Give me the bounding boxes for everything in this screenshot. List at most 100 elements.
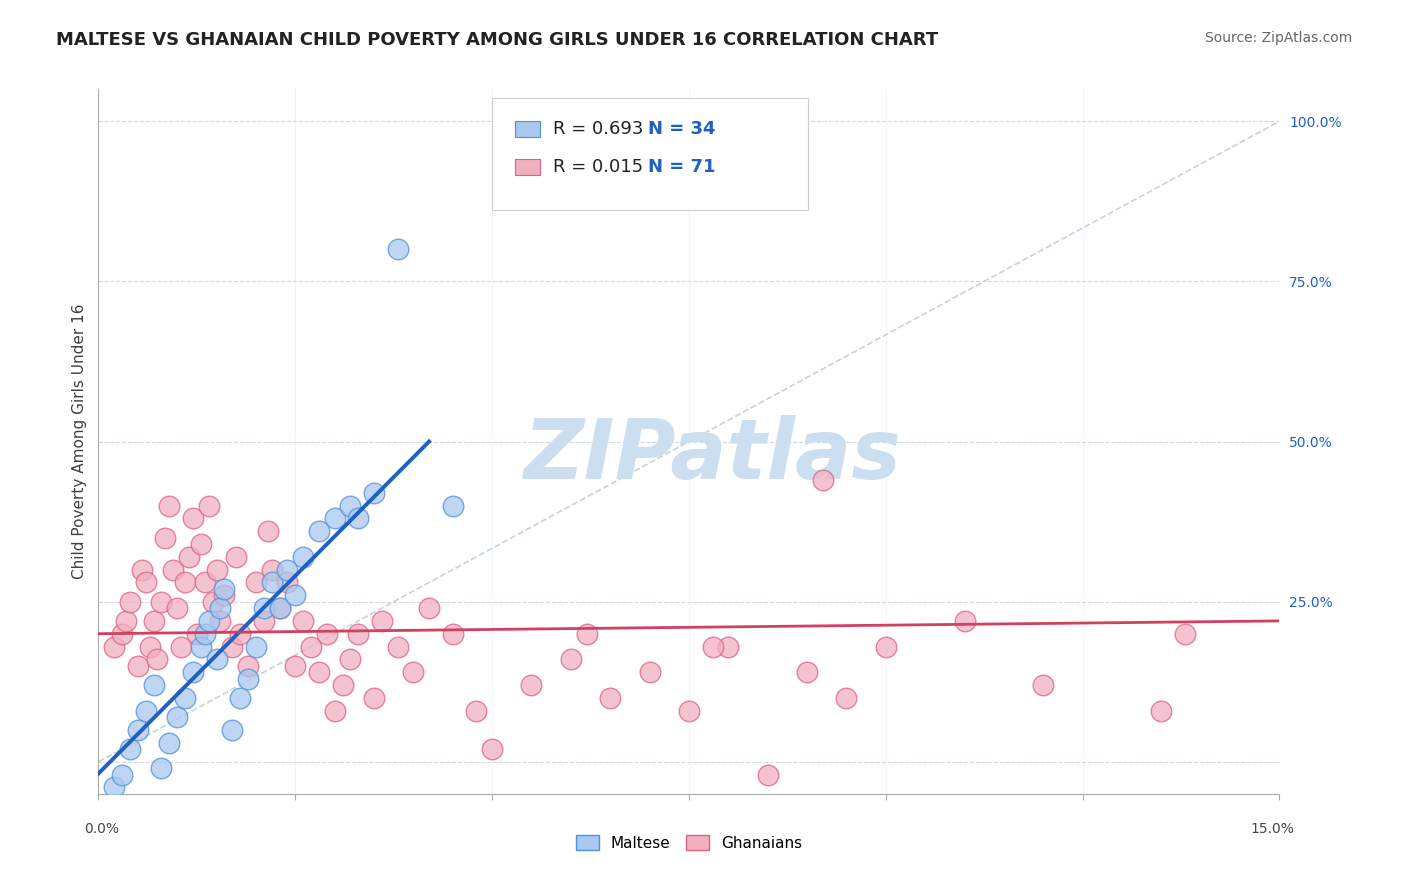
Point bbox=[347, 511, 370, 525]
Point bbox=[142, 678, 165, 692]
Point bbox=[236, 672, 259, 686]
Point bbox=[135, 704, 157, 718]
Point bbox=[118, 595, 141, 609]
Point bbox=[363, 485, 385, 500]
Point bbox=[332, 678, 354, 692]
Point bbox=[260, 563, 283, 577]
Point bbox=[118, 742, 141, 756]
Point bbox=[441, 499, 464, 513]
Point bbox=[292, 614, 315, 628]
Point bbox=[209, 614, 232, 628]
Point bbox=[520, 678, 543, 692]
Point bbox=[225, 549, 247, 564]
Point bbox=[953, 614, 976, 628]
Point bbox=[229, 690, 252, 705]
Point bbox=[315, 626, 337, 640]
Point bbox=[756, 767, 779, 781]
Point bbox=[174, 575, 197, 590]
Text: R = 0.693: R = 0.693 bbox=[553, 120, 643, 138]
Text: N = 71: N = 71 bbox=[648, 158, 716, 176]
Point bbox=[835, 690, 858, 705]
Point bbox=[363, 690, 385, 705]
Point bbox=[1032, 678, 1054, 692]
Point bbox=[181, 665, 204, 680]
Point bbox=[181, 511, 204, 525]
Point bbox=[111, 767, 134, 781]
Point bbox=[205, 563, 228, 577]
Point bbox=[323, 511, 346, 525]
Point bbox=[209, 601, 232, 615]
Point bbox=[418, 601, 440, 615]
Point bbox=[103, 780, 125, 795]
Point bbox=[190, 640, 212, 654]
Point bbox=[205, 652, 228, 666]
Point bbox=[166, 710, 188, 724]
Point bbox=[811, 473, 834, 487]
Point bbox=[1174, 626, 1197, 640]
Point bbox=[253, 601, 276, 615]
Point bbox=[194, 575, 217, 590]
Text: Source: ZipAtlas.com: Source: ZipAtlas.com bbox=[1205, 31, 1353, 45]
Point bbox=[260, 575, 283, 590]
Point bbox=[157, 499, 180, 513]
Point bbox=[269, 601, 291, 615]
Point bbox=[135, 575, 157, 590]
Point bbox=[157, 736, 180, 750]
Text: MALTESE VS GHANAIAN CHILD POVERTY AMONG GIRLS UNDER 16 CORRELATION CHART: MALTESE VS GHANAIAN CHILD POVERTY AMONG … bbox=[56, 31, 938, 49]
Point bbox=[221, 723, 243, 737]
Point bbox=[253, 614, 276, 628]
Point bbox=[347, 626, 370, 640]
Point bbox=[323, 704, 346, 718]
Point bbox=[465, 704, 488, 718]
Point bbox=[402, 665, 425, 680]
Text: 15.0%: 15.0% bbox=[1250, 822, 1295, 836]
Point bbox=[575, 626, 598, 640]
Point bbox=[560, 652, 582, 666]
Point bbox=[146, 652, 169, 666]
Point bbox=[201, 595, 224, 609]
Point bbox=[138, 640, 160, 654]
Point bbox=[150, 761, 173, 775]
Point bbox=[214, 582, 236, 596]
Point bbox=[678, 704, 700, 718]
Text: R = 0.015: R = 0.015 bbox=[553, 158, 643, 176]
Point bbox=[150, 595, 173, 609]
Point bbox=[236, 658, 259, 673]
Point bbox=[170, 640, 193, 654]
Point bbox=[162, 563, 184, 577]
Point bbox=[131, 563, 153, 577]
Point bbox=[194, 626, 217, 640]
Point bbox=[599, 690, 621, 705]
Point bbox=[276, 563, 298, 577]
Point bbox=[111, 626, 134, 640]
Point bbox=[387, 640, 409, 654]
Point bbox=[127, 658, 149, 673]
Y-axis label: Child Poverty Among Girls Under 16: Child Poverty Among Girls Under 16 bbox=[72, 304, 87, 579]
Point bbox=[115, 614, 138, 628]
Point bbox=[142, 614, 165, 628]
Point bbox=[481, 742, 503, 756]
Text: 0.0%: 0.0% bbox=[84, 822, 118, 836]
Point bbox=[214, 588, 236, 602]
Text: N = 34: N = 34 bbox=[648, 120, 716, 138]
Point bbox=[308, 665, 330, 680]
Point bbox=[197, 614, 219, 628]
Point bbox=[371, 614, 394, 628]
Point bbox=[166, 601, 188, 615]
Point bbox=[638, 665, 661, 680]
Point bbox=[269, 601, 291, 615]
Point bbox=[339, 499, 361, 513]
Point bbox=[186, 626, 208, 640]
Point bbox=[796, 665, 818, 680]
Point bbox=[292, 549, 315, 564]
Point bbox=[155, 531, 177, 545]
Point bbox=[339, 652, 361, 666]
Point bbox=[299, 640, 322, 654]
Point bbox=[245, 640, 267, 654]
Point bbox=[702, 640, 724, 654]
Point bbox=[177, 549, 200, 564]
Point bbox=[103, 640, 125, 654]
Point bbox=[308, 524, 330, 539]
Point bbox=[174, 690, 197, 705]
Legend: Maltese, Ghanaians: Maltese, Ghanaians bbox=[569, 829, 808, 856]
